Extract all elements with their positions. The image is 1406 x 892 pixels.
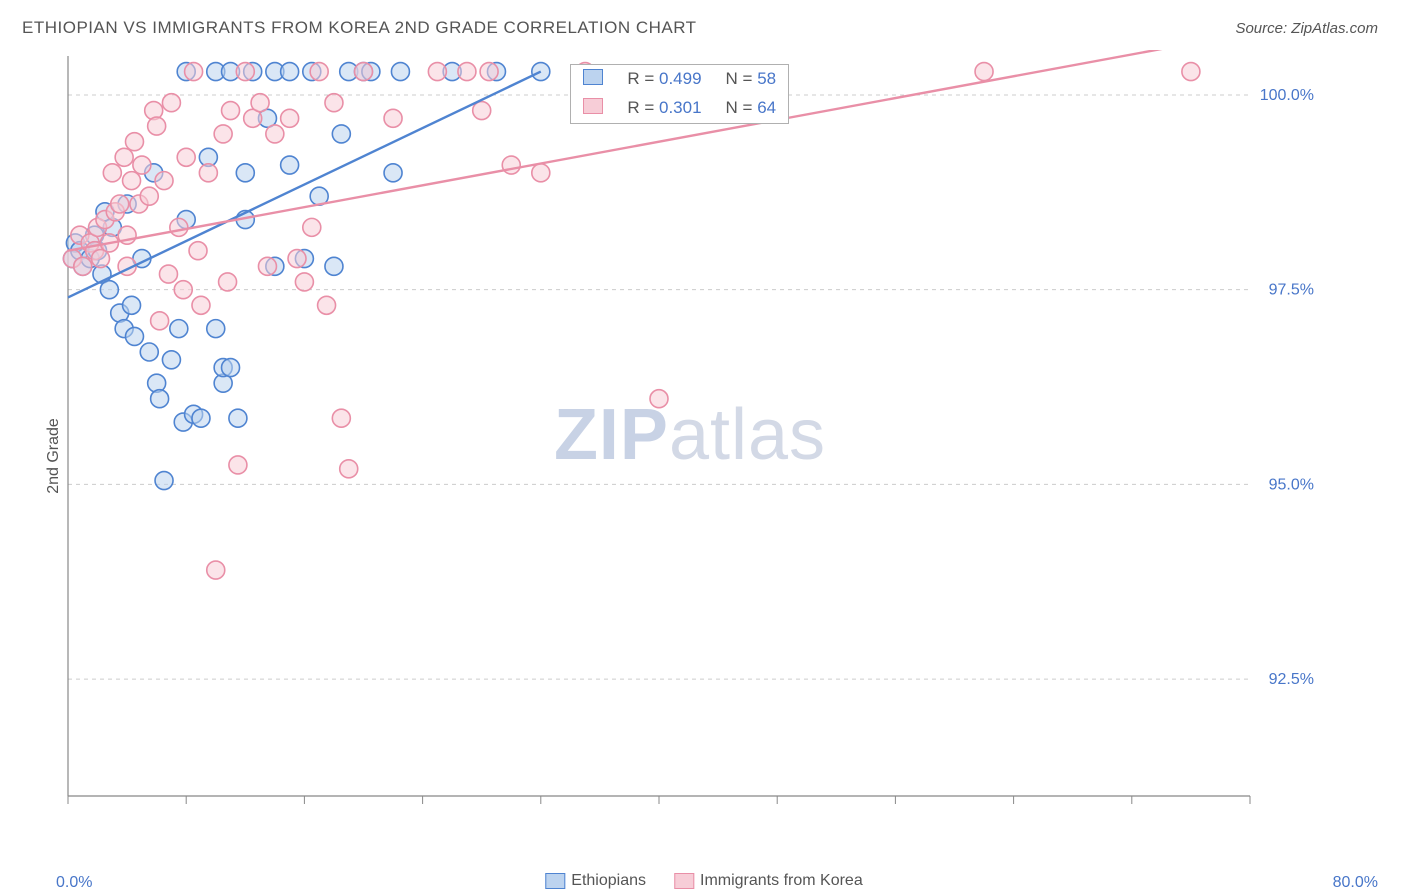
x-axis-end-label: 80.0% [1333, 874, 1378, 892]
svg-text:100.0%: 100.0% [1260, 87, 1314, 104]
x-axis-start-label: 0.0% [56, 874, 92, 892]
svg-text:92.5%: 92.5% [1269, 671, 1314, 688]
stats-legend-box: R = 0.499N = 58R = 0.301N = 64 [570, 64, 789, 124]
chart-title: ETHIOPIAN VS IMMIGRANTS FROM KOREA 2ND G… [22, 18, 697, 38]
legend-swatch-icon [545, 873, 565, 889]
legend-item-ethiopians: Ethiopians [545, 872, 646, 890]
legend-bottom: Ethiopians Immigrants from Korea [545, 872, 862, 890]
legend-swatch-icon [674, 873, 694, 889]
plot-area: 92.5%95.0%97.5%100.0% ZIPatlas R = 0.499… [60, 50, 1320, 820]
scatter-svg: 92.5% 95.0% 97.5% 100.0% [60, 50, 1320, 820]
legend-item-korea: Immigrants from Korea [674, 872, 863, 890]
source-label: Source: ZipAtlas.com [1235, 20, 1378, 37]
chart-area: 2nd Grade 92.5%95.0%97.5%100.0% ZIPatlas… [22, 50, 1386, 862]
svg-text:97.5%: 97.5% [1269, 282, 1314, 299]
svg-text:95.0%: 95.0% [1269, 476, 1314, 493]
